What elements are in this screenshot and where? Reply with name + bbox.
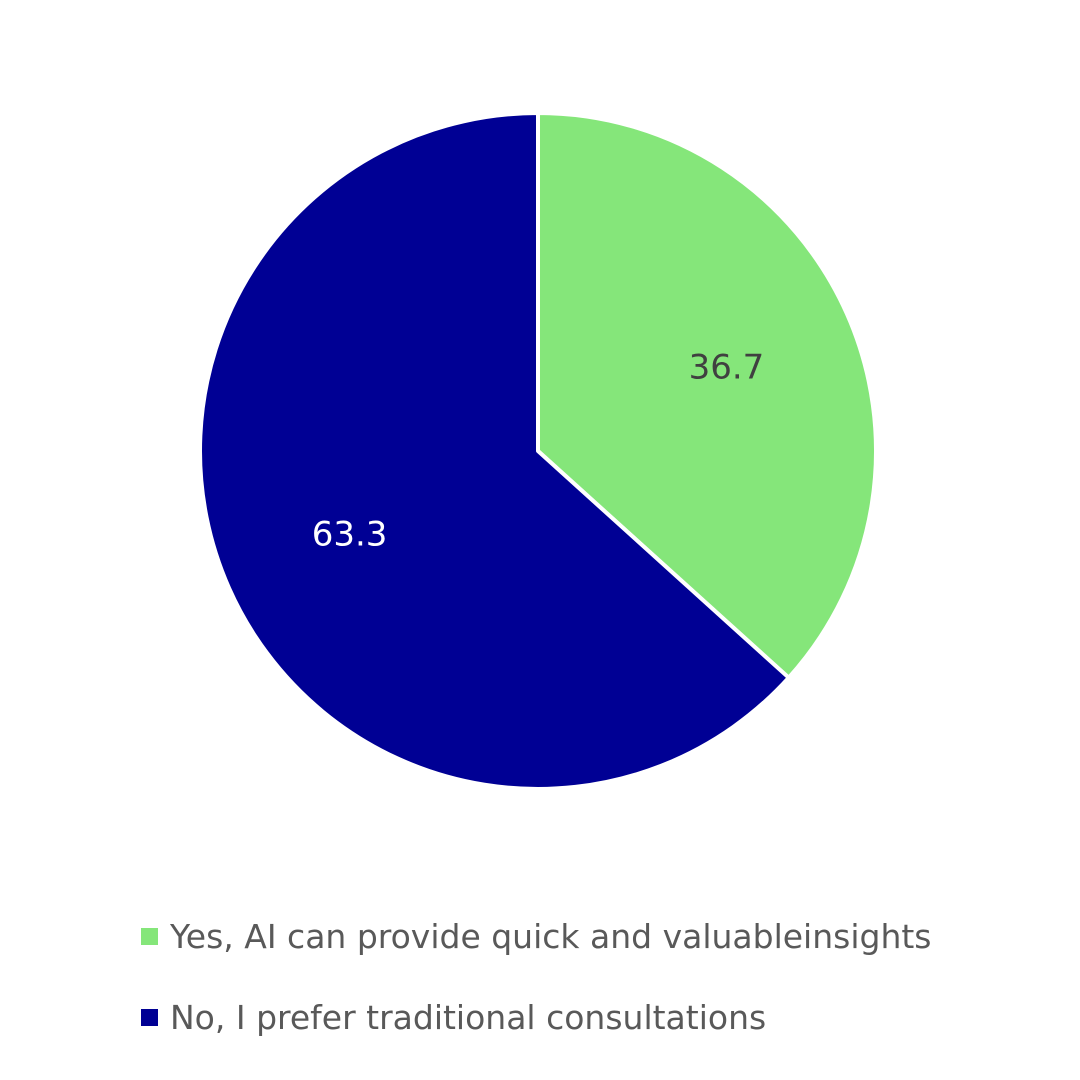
pie-slice-no [198, 111, 791, 791]
legend: Yes, AI can provide quick and valuablein… [141, 917, 932, 1037]
legend-label-yes: Yes, AI can provide quick and valuablein… [169, 917, 932, 956]
legend-entry-yes: Yes, AI can provide quick and valuablein… [141, 917, 932, 956]
legend-label-no: No, I prefer traditional consultations [170, 998, 766, 1037]
pie-slices [198, 111, 878, 791]
data-labels: 36.7 63.3 [312, 347, 765, 554]
legend-swatch-yes [141, 928, 158, 945]
pie-slice-yes [536, 111, 878, 680]
data-label-no: 63.3 [312, 515, 388, 555]
legend-entry-no: No, I prefer traditional consultations [141, 998, 766, 1037]
data-label-yes: 36.7 [689, 347, 765, 387]
legend-swatch-no [141, 1009, 158, 1026]
